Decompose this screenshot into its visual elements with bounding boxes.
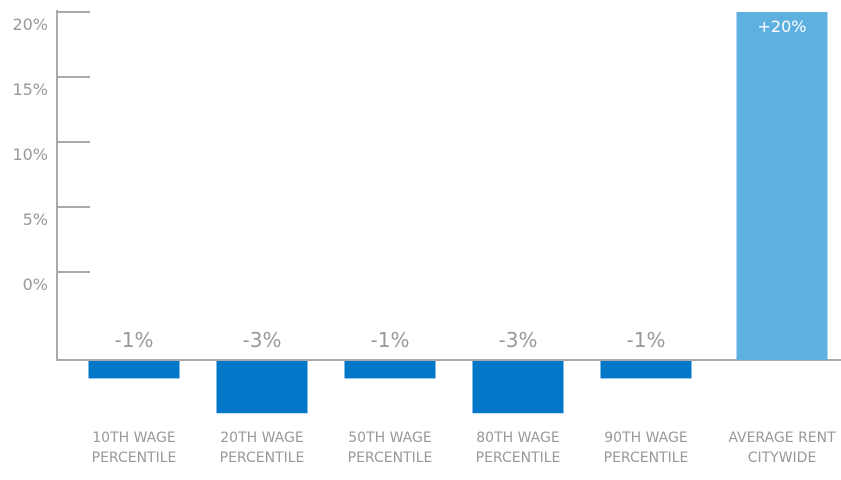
bar bbox=[472, 361, 564, 414]
bar bbox=[600, 361, 692, 379]
x-tick-label: 10TH WAGE PERCENTILE bbox=[91, 430, 177, 466]
value-label: +20% bbox=[758, 17, 807, 36]
bar bbox=[736, 12, 828, 360]
x-tick-label: 50TH WAGE PERCENTILE bbox=[347, 430, 433, 466]
y-tick-label: 5% bbox=[23, 210, 48, 229]
y-tick-label: 20% bbox=[12, 15, 48, 34]
y-tick-label: 10% bbox=[12, 145, 48, 164]
bar bbox=[216, 361, 308, 414]
value-label: -3% bbox=[243, 328, 282, 352]
bar bbox=[344, 361, 436, 379]
y-tick-label: 0% bbox=[23, 275, 48, 294]
y-tick-label: 15% bbox=[12, 80, 48, 99]
x-tick-label: AVERAGE RENT CITYWIDE bbox=[728, 430, 836, 466]
value-label: -1% bbox=[371, 328, 410, 352]
value-label: -1% bbox=[115, 328, 154, 352]
value-label: -1% bbox=[627, 328, 666, 352]
x-tick-label: 90TH WAGE PERCENTILE bbox=[603, 430, 689, 466]
bar bbox=[88, 361, 180, 379]
x-tick-label: 80TH WAGE PERCENTILE bbox=[475, 430, 561, 466]
x-tick-label: 20TH WAGE PERCENTILE bbox=[219, 430, 305, 466]
value-label: -3% bbox=[499, 328, 538, 352]
